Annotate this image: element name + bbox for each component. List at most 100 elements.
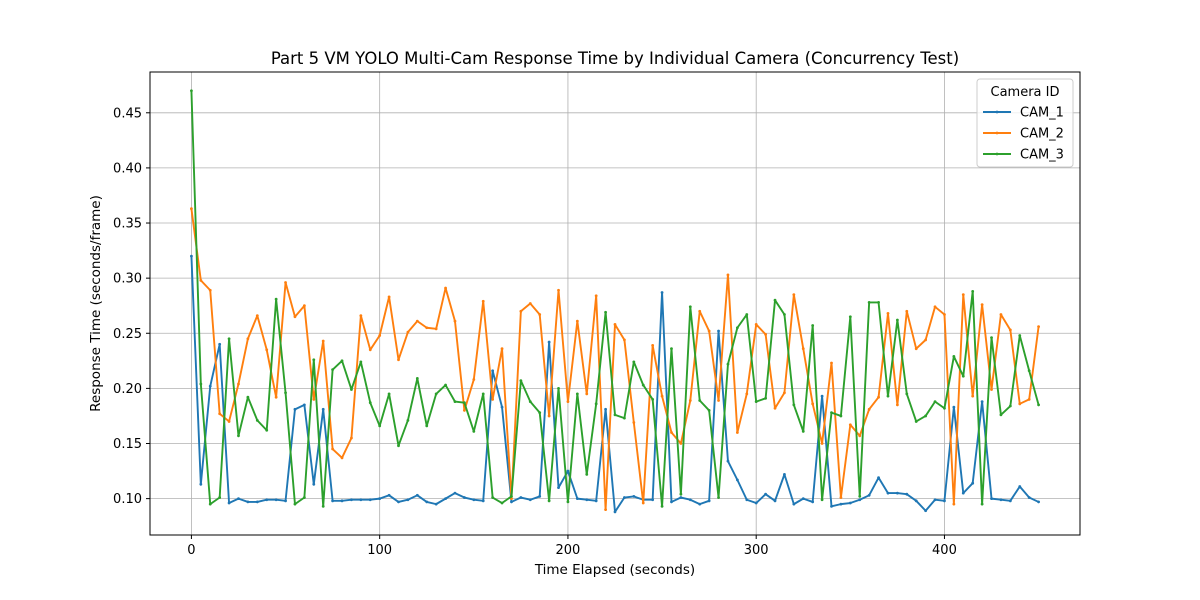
data-point <box>566 469 570 473</box>
data-point <box>575 392 579 396</box>
data-point <box>707 409 711 412</box>
data-point <box>359 314 363 318</box>
data-point <box>980 303 984 306</box>
data-point <box>632 360 636 364</box>
data-point <box>895 318 899 322</box>
data-point <box>594 499 598 503</box>
data-point <box>764 492 768 496</box>
data-point <box>208 384 212 388</box>
data-point <box>425 326 429 330</box>
data-point <box>208 288 212 292</box>
data-point <box>980 400 984 404</box>
data-point <box>585 472 589 476</box>
data-point <box>783 313 786 316</box>
data-point <box>453 400 457 404</box>
data-point <box>218 412 222 416</box>
data-point <box>604 407 607 411</box>
data-point <box>462 409 466 412</box>
data-point <box>519 379 523 383</box>
data-point <box>190 89 193 93</box>
data-point <box>914 420 918 423</box>
plot-area-frame <box>149 71 1081 536</box>
data-point <box>434 327 438 331</box>
data-point <box>961 293 965 297</box>
data-point <box>274 395 278 399</box>
y-tick-label: 0.25 <box>113 327 142 342</box>
data-point <box>340 359 344 363</box>
data-point <box>387 295 391 299</box>
chart-title: Part 5 VM YOLO Multi-Cam Response Time b… <box>271 49 959 68</box>
data-point <box>839 502 843 506</box>
data-point <box>378 497 382 501</box>
data-point <box>190 207 193 211</box>
data-point <box>745 313 749 316</box>
data-point <box>199 278 203 282</box>
data-point <box>961 374 965 378</box>
data-point <box>415 493 419 497</box>
data-point <box>895 491 899 495</box>
series-line <box>190 256 1039 513</box>
data-point <box>246 337 250 341</box>
data-point <box>453 491 457 495</box>
data-point <box>924 509 928 513</box>
y-tick-label: 0.40 <box>113 161 142 176</box>
legend-title: Camera ID <box>991 85 1060 100</box>
data-point <box>660 394 664 398</box>
data-point <box>820 442 824 445</box>
legend-marker <box>995 152 999 156</box>
series-cam-1 <box>190 254 1040 514</box>
data-point <box>726 362 730 366</box>
data-point <box>848 501 852 505</box>
data-point <box>698 309 702 313</box>
data-point <box>1027 369 1031 373</box>
y-tick-label: 0.35 <box>113 217 142 232</box>
data-point <box>340 456 344 460</box>
data-point <box>1037 500 1040 504</box>
data-point <box>773 406 777 410</box>
data-point <box>623 338 626 342</box>
data-point <box>839 414 843 418</box>
data-point <box>350 498 353 502</box>
data-point <box>265 428 269 432</box>
x-tick-label: 400 <box>932 543 957 558</box>
data-point <box>444 286 447 290</box>
data-point <box>491 398 495 401</box>
data-point <box>557 386 560 390</box>
data-point <box>246 500 250 504</box>
data-point <box>302 403 306 407</box>
data-point <box>519 309 523 313</box>
data-point <box>575 497 579 501</box>
data-point <box>623 416 626 420</box>
data-point <box>255 500 259 504</box>
data-point <box>199 382 203 386</box>
x-axis-label: Time Elapsed (seconds) <box>534 562 695 578</box>
data-point <box>613 323 617 326</box>
legend-box <box>976 78 1074 168</box>
data-point <box>1018 402 1022 406</box>
x-tick-label: 100 <box>367 543 392 558</box>
series-line <box>190 90 1040 508</box>
data-point <box>679 442 683 445</box>
data-point <box>980 502 984 506</box>
data-point <box>481 299 485 303</box>
data-point <box>237 434 240 438</box>
data-point <box>688 305 692 309</box>
data-point <box>472 378 476 381</box>
data-point <box>679 492 683 496</box>
data-point <box>293 407 297 411</box>
data-point <box>641 501 645 505</box>
data-point <box>943 313 946 316</box>
data-point <box>575 319 579 323</box>
data-point <box>1008 499 1012 503</box>
data-point <box>717 399 720 402</box>
data-point <box>867 493 871 497</box>
legend-label: CAM_1 <box>1020 106 1064 121</box>
data-point <box>623 496 626 499</box>
data-point <box>1008 328 1012 332</box>
data-point <box>943 499 946 503</box>
data-point <box>801 497 805 501</box>
data-point <box>340 499 344 503</box>
legend-marker <box>995 131 999 135</box>
data-point <box>594 402 598 406</box>
data-point <box>500 501 504 505</box>
